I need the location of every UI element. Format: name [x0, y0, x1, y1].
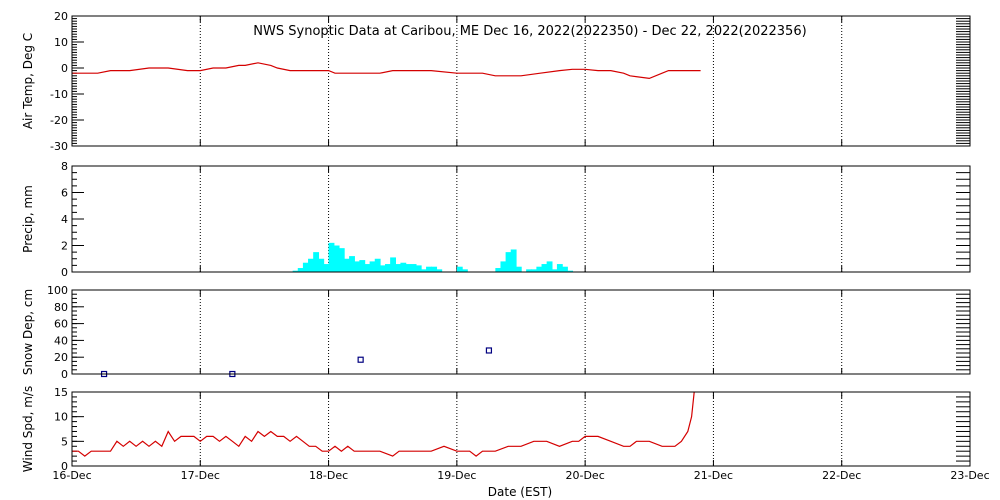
snow-depth-y-tick-label: 20 [54, 351, 68, 364]
precip-y-tick-label: 0 [61, 266, 68, 279]
x-tick-label: 17-Dec [181, 469, 220, 482]
precip-bar [410, 264, 417, 272]
chart-panels: -30 -20 -10 0 10 20 Air Temp, Deg C 0 2 4 6 8 Precip… [21, 10, 990, 482]
snow-depth-y-tick-label: 100 [47, 284, 68, 297]
precip-bar [567, 270, 574, 272]
precip-bar [556, 264, 563, 272]
precip-bar [374, 258, 381, 272]
air-temp-frame [71, 15, 971, 147]
wind-speed-panel: 0 5 10 15 Wind Spd, m/s [21, 386, 971, 473]
precip-bar [510, 249, 517, 272]
precip-bar [379, 265, 386, 272]
precip-bar [526, 269, 532, 272]
precip-bar [323, 264, 330, 272]
snow-depth-point [485, 347, 493, 354]
precip-bar [505, 252, 512, 272]
air-temp-y-tick-label: 10 [54, 36, 68, 49]
precip-panel: 0 2 4 6 8 Precip, mm [21, 160, 971, 279]
precip-bar [318, 258, 325, 272]
air-temp-series-line [72, 62, 701, 80]
wind-speed-y-tick-label: 10 [54, 411, 68, 424]
wind-speed-y-tick-label: 5 [61, 435, 68, 448]
precip-bar [343, 258, 350, 272]
precip-y-tick-label: 4 [61, 213, 68, 226]
snow-depth-y-axis-label: Snow Dep, cm [21, 289, 35, 375]
precip-bar [333, 245, 340, 272]
precip-bar [302, 262, 309, 272]
precip-bar [546, 261, 553, 272]
wind-speed-frame [71, 391, 971, 467]
wind-speed-y-tick-label: 15 [54, 386, 68, 399]
x-tick-label: 23-Dec [950, 469, 989, 482]
precip-bar [531, 269, 538, 272]
precip-bar [385, 264, 391, 272]
x-tick-label: 19-Dec [437, 469, 476, 482]
precip-y-axis-label: Precip, mm [21, 185, 35, 253]
precip-y-tick-label: 8 [61, 160, 68, 173]
snow-depth-y-tick-label: 0 [61, 368, 68, 381]
precip-bar [359, 260, 366, 272]
x-tick-label: 20-Dec [566, 469, 605, 482]
precip-bar [364, 264, 371, 272]
wind-speed-y-axis-label: Wind Spd, m/s [21, 386, 35, 472]
air-temp-y-tick-label: 20 [54, 10, 68, 23]
x-axis-label: Date (EST) [488, 485, 552, 499]
precip-bar [420, 269, 427, 272]
precip-bar [297, 268, 304, 272]
x-tick-label: 16-Dec [52, 469, 91, 482]
air-temp-y-tick-label: -10 [50, 88, 68, 101]
x-tick-label: 21-Dec [694, 469, 733, 482]
snow-depth-panel: 0 20 40 60 80 100 Snow Dep, cm [21, 284, 971, 381]
air-temp-y-tick-label: -30 [50, 140, 68, 153]
snow-depth-point [357, 356, 364, 363]
precip-bar [338, 248, 345, 272]
precip-bar [500, 261, 507, 272]
precip-bar [292, 270, 299, 272]
wind-speed-y-tick-label: 0 [61, 460, 68, 473]
precip-bar [354, 261, 361, 272]
precip-bar [426, 266, 432, 272]
air-temp-y-tick-label: -20 [50, 114, 68, 127]
snow-depth-frame [71, 289, 971, 375]
precip-bar [390, 257, 396, 272]
air-temp-y-axis-label: Air Temp, Deg C [21, 33, 35, 129]
precip-bar [431, 266, 438, 272]
precip-bar [395, 264, 402, 272]
precip-y-tick-label: 2 [61, 240, 68, 253]
precip-bar [400, 262, 407, 272]
precip-bar [415, 265, 422, 272]
precip-bar [541, 264, 548, 272]
precip-bar [551, 269, 558, 272]
precip-bar [405, 264, 412, 272]
snow-depth-y-tick-label: 60 [54, 318, 68, 331]
precip-bar [369, 261, 376, 272]
precip-bar [562, 266, 568, 272]
chart-title: NWS Synoptic Data at Caribou, ME Dec 16,… [253, 24, 806, 39]
snow-depth-y-tick-label: 80 [54, 301, 68, 314]
precip-bar [461, 269, 468, 272]
x-tick-label: 18-Dec [309, 469, 348, 482]
precip-bar [349, 256, 355, 272]
wind-speed-series-line [72, 391, 695, 457]
precip-bar [313, 252, 320, 272]
air-temp-y-tick-label: 0 [61, 62, 68, 75]
precip-bar [515, 266, 522, 272]
precip-bar [308, 258, 314, 272]
x-tick-label: 22-Dec [822, 469, 861, 482]
precip-bar [536, 266, 543, 272]
precip-bar [456, 266, 463, 272]
precip-bar [436, 269, 443, 272]
precip-frame [71, 165, 971, 273]
precip-bar [495, 268, 502, 272]
air-temp-panel: -30 -20 -10 0 10 20 Air Temp, Deg C [21, 10, 971, 153]
precip-bar [328, 242, 335, 272]
snow-depth-y-tick-label: 40 [54, 334, 68, 347]
precip-y-tick-label: 6 [61, 187, 68, 200]
